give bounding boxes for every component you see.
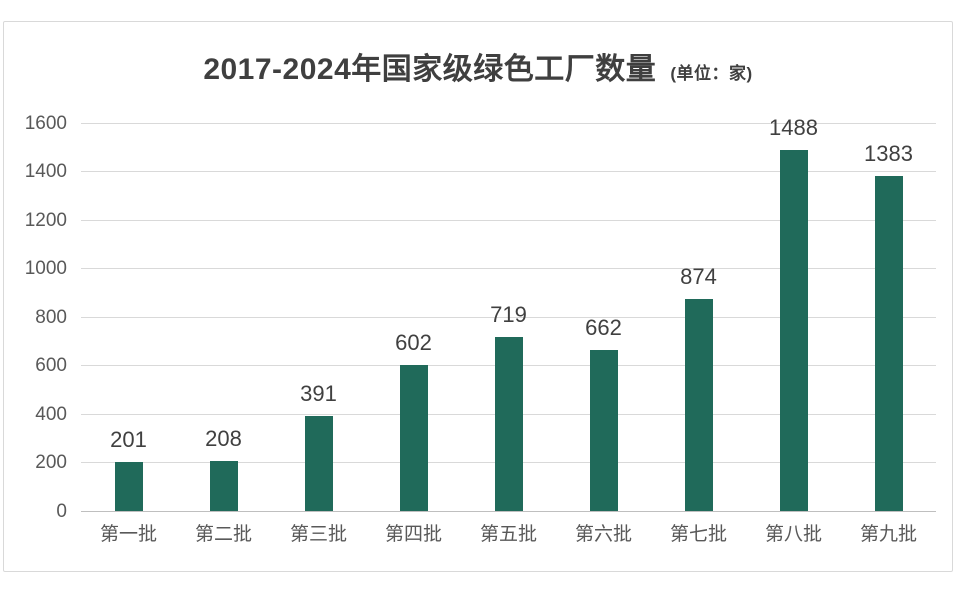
y-tick-label: 1400 — [24, 161, 67, 182]
bar-value-label: 391 — [300, 381, 337, 407]
x-category-label: 第四批 — [384, 524, 442, 545]
bar-value-label: 719 — [490, 301, 527, 327]
bar-第七批 — [684, 299, 713, 511]
plot-area: 0 200 400 600 800 1000 1200 1400 1600 201 第一批 208 第二… — [25, 114, 936, 544]
bar-第六批 — [589, 350, 618, 511]
chart-frame: 2017-2024年国家级绿色工厂数量 (单位：家) 0 200 400 600 800… — [3, 21, 953, 572]
bar-第二批 — [209, 460, 238, 511]
x-category-label: 第七批 — [669, 524, 727, 545]
gridline — [81, 171, 936, 172]
chart-title-text: 2017-2024年国家级绿色工厂数量 — [203, 53, 657, 86]
chart-title-unit: (单位：家) — [670, 64, 753, 83]
bar-value-label: 874 — [680, 264, 717, 290]
x-category-label: 第九批 — [859, 524, 917, 545]
y-tick-label: 600 — [35, 355, 67, 376]
x-category-label: 第一批 — [99, 524, 157, 545]
x-category-label: 第三批 — [289, 524, 347, 545]
bar-第四批 — [399, 365, 428, 511]
bar-value-label: 662 — [585, 315, 622, 341]
y-tick-label: 1200 — [24, 209, 67, 231]
gridline — [81, 122, 936, 124]
x-category-label: 第八批 — [764, 524, 822, 545]
bar-第五批 — [494, 336, 523, 511]
bar-value-label: 602 — [395, 330, 432, 355]
chart-title: 2017-2024年国家级绿色工厂数量 (单位：家) — [4, 44, 952, 88]
y-tick-label: 1000 — [24, 258, 67, 279]
bar-value-label: 1383 — [864, 140, 913, 166]
bar-value-label: 1488 — [769, 115, 818, 141]
gridline — [81, 219, 936, 221]
y-tick-label: 1600 — [24, 112, 67, 134]
x-axis-line — [81, 510, 936, 512]
bar-第一批 — [114, 462, 143, 511]
y-tick-label: 400 — [35, 403, 67, 425]
x-category-label: 第二批 — [194, 524, 252, 545]
bar-第九批 — [874, 175, 903, 511]
y-tick-label: 0 — [56, 500, 67, 522]
bar-value-label: 208 — [205, 425, 242, 451]
y-tick-label: 200 — [35, 452, 67, 473]
gridline — [81, 316, 936, 318]
x-category-label: 第六批 — [574, 524, 632, 545]
gridline — [81, 268, 936, 269]
y-tick-label: 800 — [35, 306, 67, 328]
bar-value-label: 201 — [110, 427, 147, 453]
bar-第三批 — [304, 416, 333, 511]
bar-第八批 — [779, 150, 808, 511]
x-category-label: 第五批 — [479, 524, 537, 545]
